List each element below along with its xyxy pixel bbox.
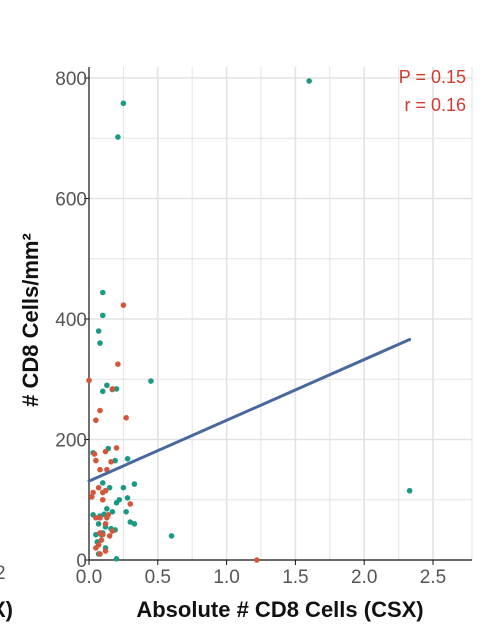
edge-label-fragment: X)	[0, 597, 13, 622]
orange-point	[86, 377, 92, 384]
axes	[84, 67, 472, 565]
orange-point	[97, 466, 103, 473]
teal-point	[123, 509, 129, 515]
teal-point	[95, 521, 102, 527]
x-tick-label: 0.0	[76, 567, 102, 588]
orange-point	[104, 515, 110, 521]
teal-point	[120, 100, 127, 107]
teal-point	[99, 480, 106, 486]
teal-point	[116, 496, 123, 503]
orange-point	[123, 415, 129, 421]
fit-line	[87, 337, 412, 483]
orange-point	[97, 515, 103, 521]
x-tick-label: 0.5	[145, 567, 171, 588]
teal-point	[97, 340, 103, 346]
teal-point	[95, 328, 102, 334]
r-value-annotation: r = 0.16	[404, 95, 466, 115]
orange-point	[97, 551, 103, 557]
orange-point	[127, 501, 134, 507]
orange-point	[106, 533, 113, 539]
y-tick-label: 600	[55, 190, 87, 211]
orange-point	[93, 515, 99, 521]
y-tick-label: 800	[55, 69, 87, 90]
orange-point	[99, 496, 106, 503]
teal-point	[99, 312, 106, 319]
orange-point	[102, 448, 109, 455]
fit-line-group	[87, 337, 412, 483]
teal-point	[148, 378, 154, 384]
orange-point	[97, 407, 103, 414]
teal-point	[115, 134, 121, 140]
teal-point	[120, 484, 127, 491]
orange-point	[95, 542, 102, 548]
orange-point	[120, 302, 127, 308]
orange-point	[102, 548, 109, 554]
teal-point	[104, 505, 110, 512]
orange-point	[113, 445, 120, 451]
orange-point	[102, 487, 109, 494]
teal-point	[131, 521, 138, 527]
teal-point	[406, 487, 413, 494]
orange-point	[93, 417, 99, 424]
x-tick-label: 1.0	[213, 567, 239, 588]
orange-point	[254, 557, 260, 563]
y-tick-label: 200	[55, 431, 87, 452]
orange-point	[109, 528, 116, 534]
x-tick-label: 2.0	[351, 567, 377, 588]
edge-tick-fragment: 2	[0, 563, 6, 584]
x-tick-label: 2.5	[420, 567, 446, 588]
orange-point	[90, 489, 96, 496]
tick-labels: 0.0 0.5 1.0 1.5 2.0 2.5 0 200 400 600 800	[55, 69, 446, 588]
orange-point	[115, 361, 121, 367]
teal-point	[168, 533, 175, 539]
orange-point	[102, 521, 109, 527]
teal-point	[106, 484, 113, 491]
teal-point	[306, 78, 312, 84]
y-tick-label: 400	[55, 310, 87, 331]
teal-point	[124, 495, 131, 501]
p-value-annotation: P = 0.15	[399, 67, 466, 87]
teal-point	[109, 509, 116, 515]
grid-lines	[89, 67, 473, 560]
orange-point	[95, 484, 102, 491]
orange-point	[98, 537, 105, 543]
teal-point	[99, 388, 106, 395]
teal-point	[124, 455, 131, 462]
orange-point	[93, 457, 99, 464]
y-axis-title: # CD8 Cells/mm²	[18, 233, 43, 407]
orange-point	[109, 386, 116, 392]
x-tick-label: 1.5	[282, 567, 308, 588]
orange-point	[88, 493, 95, 500]
teal-point	[113, 555, 120, 562]
orange-point	[91, 451, 98, 457]
y-tick-label: 0	[76, 551, 87, 572]
teal-point	[104, 382, 110, 389]
teal-point	[99, 289, 106, 296]
orange-point	[108, 458, 114, 465]
data-points	[86, 78, 413, 563]
x-axis-title: Absolute # CD8 Cells (CSX)	[136, 597, 423, 622]
teal-point	[113, 386, 120, 392]
teal-point	[131, 481, 138, 487]
orange-point	[97, 530, 103, 536]
